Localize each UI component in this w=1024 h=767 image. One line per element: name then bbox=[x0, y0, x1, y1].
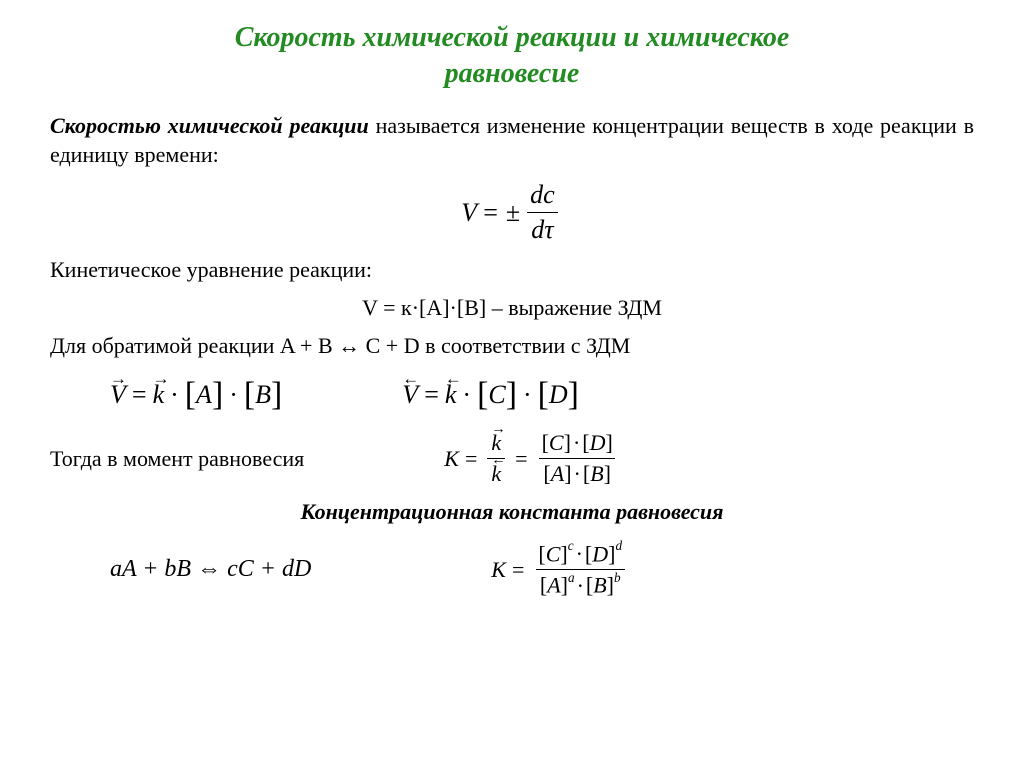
forward-rate-eq: →V = →k · [A] · [B] bbox=[110, 378, 282, 412]
kinetic-label: Кинетическое уравнение реакции: bbox=[50, 255, 974, 285]
rate-num: dc bbox=[526, 180, 559, 212]
forward-backward-equations: →V = →k · [A] · [B] ←V = ←k · [C] · [D] bbox=[50, 378, 974, 412]
general-reaction-eq: aA + bB ⇔ cC + dD bbox=[110, 556, 311, 583]
kinetic-equation: V = к·[A]·[B] – выражение ЗДМ bbox=[50, 293, 974, 323]
title-line-2: равновесие bbox=[445, 58, 580, 89]
rate-pm: ± bbox=[506, 198, 520, 228]
title-line-1: Скорость химической реакции и химическое bbox=[235, 22, 790, 53]
rate-eq-sign: = bbox=[483, 198, 498, 228]
rate-lhs: V bbox=[461, 198, 477, 228]
intro-term: Скоростью химической реакции bbox=[50, 113, 369, 138]
moment-label: Тогда в момент равновесия bbox=[50, 444, 304, 474]
document-page: Скорость химической реакции и химическое… bbox=[0, 0, 1024, 631]
equilibrium-row: Тогда в момент равновесия K = →k ←k = [C… bbox=[50, 430, 974, 487]
page-title: Скорость химической реакции и химическое… bbox=[50, 20, 974, 93]
reversible-text: Для обратимой реакции A + B ↔ C + D в со… bbox=[50, 331, 974, 361]
rate-equation: V = ± dc dτ bbox=[50, 180, 974, 245]
general-K-eq: K = [C]c·[D]d [A]a·[B]b bbox=[491, 541, 630, 599]
concentration-constant-label: Концентрационная константа равновесия bbox=[50, 499, 974, 525]
rate-den: dτ bbox=[527, 212, 557, 245]
general-equilibrium-row: aA + bB ⇔ cC + dD K = [C]c·[D]d [A]a·[B]… bbox=[50, 541, 974, 599]
rate-fraction: dc dτ bbox=[526, 180, 559, 245]
intro-paragraph: Скоростью химической реакции называется … bbox=[50, 111, 974, 170]
equilibrium-constant-eq: K = →k ←k = [C]·[D] [A]·[B] bbox=[444, 430, 621, 487]
backward-rate-eq: ←V = ←k · [C] · [D] bbox=[402, 378, 579, 412]
